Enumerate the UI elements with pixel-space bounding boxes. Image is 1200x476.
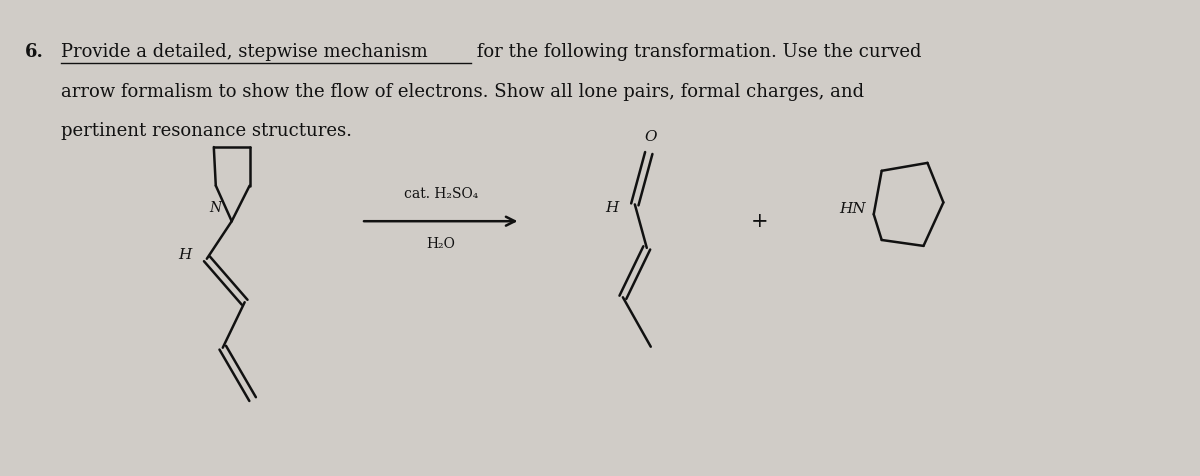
Text: cat. H₂SO₄: cat. H₂SO₄ bbox=[403, 188, 478, 201]
Text: 6.: 6. bbox=[25, 43, 43, 61]
Text: arrow formalism to show the flow of electrons. Show all lone pairs, formal charg: arrow formalism to show the flow of elec… bbox=[60, 83, 864, 101]
Text: for the following transformation. Use the curved: for the following transformation. Use th… bbox=[470, 43, 922, 61]
Text: H: H bbox=[179, 248, 192, 262]
Text: N: N bbox=[210, 201, 222, 215]
Text: O: O bbox=[644, 130, 658, 144]
Text: +: + bbox=[750, 212, 768, 231]
Text: HN: HN bbox=[839, 202, 865, 216]
Text: H: H bbox=[606, 201, 619, 215]
Text: pertinent resonance structures.: pertinent resonance structures. bbox=[60, 122, 352, 140]
Text: Provide a detailed, stepwise mechanism: Provide a detailed, stepwise mechanism bbox=[60, 43, 427, 61]
Text: H₂O: H₂O bbox=[426, 237, 455, 251]
